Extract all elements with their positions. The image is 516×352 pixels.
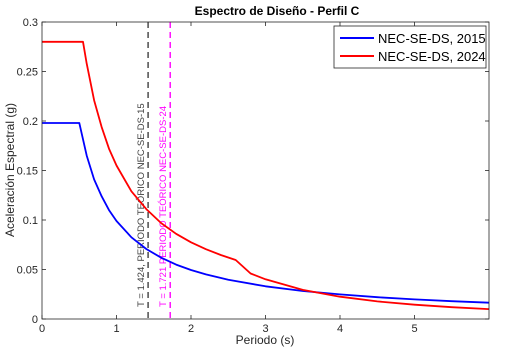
x-tick-label-1: 1 (113, 323, 119, 335)
y-tick-label-2: 0.1 (23, 215, 38, 227)
series-line-1 (42, 40, 490, 310)
chart-title: Espectro de Diseño - Perfil C (195, 4, 360, 18)
legend-label-0: NEC-SE-DS, 2015 (378, 31, 486, 46)
y-tick-label-4: 0.2 (23, 116, 38, 128)
vline-label-0: T = 1.424, PERIODO TEÓRICO NEC-SE-DS-15 (136, 103, 147, 307)
x-tick-label-5: 5 (411, 323, 417, 335)
y-tick-label-3: 0.15 (17, 166, 38, 178)
y-axis-label: Aceleración Espectral (g) (3, 103, 17, 237)
legend-label-1: NEC-SE-DS, 2024 (378, 49, 486, 64)
series-line-0 (42, 122, 490, 304)
x-axis-label: Periodo (s) (236, 333, 295, 347)
series-layer (42, 40, 490, 310)
y-tick-label-0: 0 (32, 314, 38, 326)
legend-box (333, 25, 487, 69)
legend: NEC-SE-DS, 2015 NEC-SE-DS, 2024 (333, 25, 487, 69)
y-tick-label-1: 0.05 (17, 265, 38, 277)
vline-label-1: T = 1.721 PERIODO TEÓRICO NEC-SE-DS-24 (158, 106, 169, 307)
x-axis: 0 1 2 3 4 5 (39, 22, 418, 335)
x-tick-label-0: 0 (39, 323, 45, 335)
vlines-layer: T = 1.424, PERIODO TEÓRICO NEC-SE-DS-15 T… (136, 22, 171, 319)
x-tick-label-3: 3 (262, 323, 268, 335)
x-tick-label-2: 2 (188, 323, 194, 335)
y-axis: 0 0.05 0.1 0.15 0.2 0.25 0.3 (17, 17, 489, 326)
x-tick-label-4: 4 (337, 323, 343, 335)
plot-area (42, 22, 489, 319)
y-tick-label-5: 0.25 (17, 67, 38, 79)
y-tick-label-6: 0.3 (23, 17, 38, 29)
